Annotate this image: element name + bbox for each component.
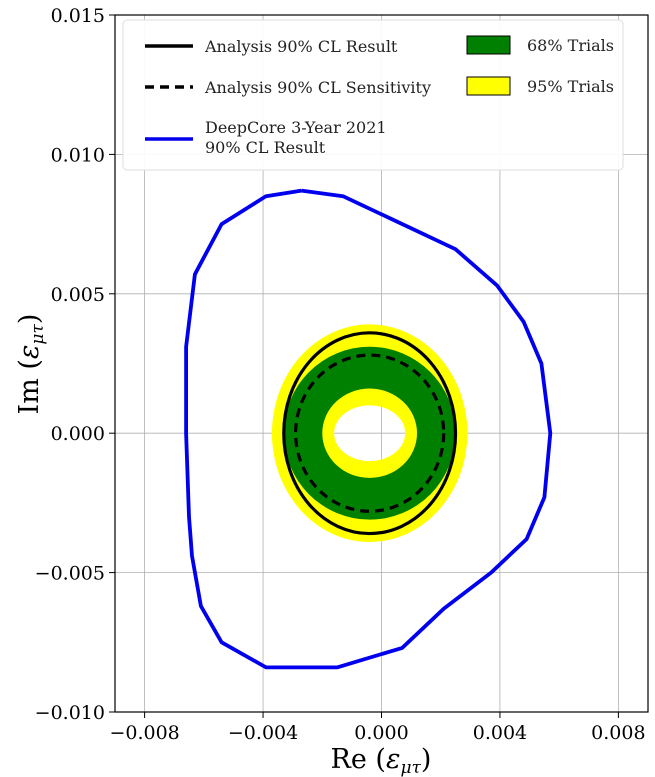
- contour-lines: [184, 188, 553, 670]
- x-tick-label-neg0-004: −0.004: [228, 722, 298, 744]
- series-analysis-90-cl-result: [282, 331, 458, 536]
- x-tick-label-0-008: 0.008: [591, 722, 645, 744]
- series-deepcore-3-year-2021-90-cl-result: [184, 188, 553, 670]
- legend-swatch-68-trials: [466, 35, 511, 55]
- band-68-trials: [283, 346, 456, 520]
- legend-box: [122, 19, 624, 171]
- y-tick-label-neg0-010: −0.010: [35, 702, 105, 724]
- legend-label-deepcore-line1: DeepCore 3-Year 2021: [205, 118, 387, 137]
- x-tick-label-0-000: 0.000: [354, 722, 408, 744]
- legend-label-68-trials: 68% Trials: [527, 36, 614, 55]
- y-tick-label-0-005: 0.005: [51, 284, 105, 306]
- legend-label-analysis-result: Analysis 90% CL Result: [204, 37, 398, 56]
- y-tick-label-0-015: 0.015: [51, 5, 105, 27]
- y-tick-label-0-000: 0.000: [51, 423, 105, 445]
- legend: Analysis 90% CL Result Analysis 90% CL S…: [145, 35, 614, 157]
- legend-label-deepcore-line2: 90% CL Result: [205, 138, 326, 157]
- x-tick-label-0-004: 0.004: [473, 722, 527, 744]
- legend-swatch-95-trials: [466, 76, 511, 96]
- y-tick-label-neg0-005: −0.005: [35, 563, 105, 585]
- axis-ticks: −0.008 −0.004 0.000 0.004 0.008 −0.010 −0.005 0…: [35, 5, 646, 744]
- legend-label-95-trials: 95% Trials: [527, 77, 614, 96]
- y-axis-label: Im (εμτ): [14, 314, 48, 415]
- trial-bands: [271, 324, 468, 542]
- series-analysis-90-cl-sensitivity: [294, 353, 446, 513]
- legend-label-analysis-sensitivity: Analysis 90% CL Sensitivity: [204, 78, 431, 97]
- x-tick-label-neg0-008: −0.008: [109, 722, 179, 744]
- y-tick-label-0-010: 0.010: [51, 144, 105, 166]
- x-axis-label: Re (εμτ): [331, 744, 432, 777]
